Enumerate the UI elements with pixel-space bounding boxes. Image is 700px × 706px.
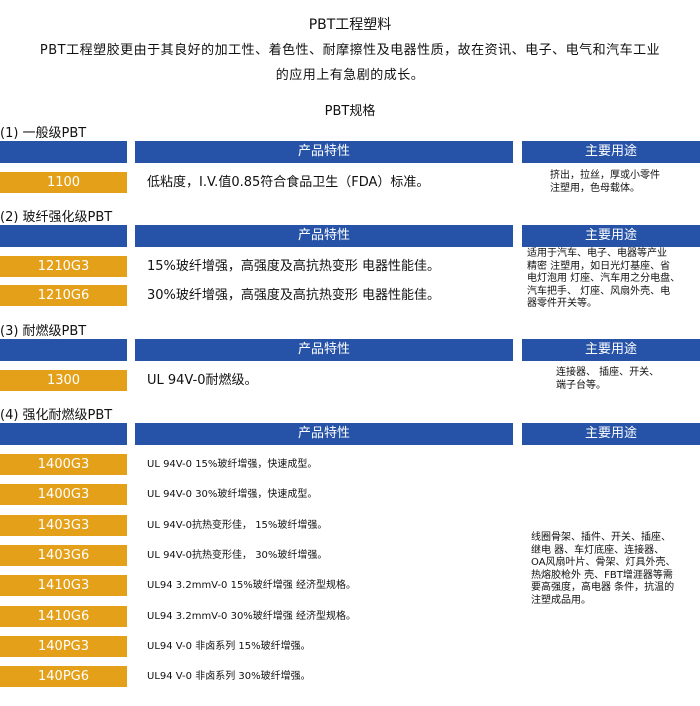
grade-cell: 1400G3	[0, 454, 127, 475]
property-text: 30%玻纤增强，高强度及高抗热变形 电器性能佳。	[147, 288, 441, 303]
usage-line: 器零件开关等。	[527, 298, 597, 309]
usage-line: 汽车把手、 灯座、风扇外壳、电	[527, 285, 671, 297]
grade-cell: 1403G6	[0, 544, 127, 566]
property-text: 低粘度，I.V.值0.85符合食品卫生（FDA）标准。	[147, 175, 430, 190]
property-text: UL94 3.2mmV-0 30%玻纤增强 经济型规格。	[147, 610, 356, 622]
usage-line: 要高强度，高电器 条件，抗温的	[531, 582, 675, 593]
usage-text: 适用于汽车、电子、电器等产业 精密 注塑用，如日光灯基座、省 电灯泡用 灯座、汽车用…	[527, 248, 680, 311]
usage-line: 连接器、 插座、开关、	[556, 367, 660, 378]
usage-line: 注塑成品用。	[531, 594, 591, 606]
usage-line: OA风扇叶片、骨架、灯具外壳、	[531, 557, 676, 568]
usage-line: 挤出，拉丝，厚或小零件	[550, 170, 660, 181]
header-cell	[0, 423, 127, 445]
property-text: UL 94V-0 30%玻纤增强，快速成型。	[147, 489, 318, 501]
grade-cell: 1410G3	[0, 575, 127, 597]
property-text: UL 94V-0耐燃级。	[147, 373, 258, 388]
usage-line: 继电 器、车灯底座、连接器、	[531, 544, 665, 556]
header-cell	[0, 225, 127, 247]
usage-line: 热熔胶枪外 壳、FBT增涯器等需	[531, 569, 673, 581]
usage-text: 线圈骨架、插件、开关、插座、 继电 器、车灯底座、连接器、 OA风扇叶片、骨架、灯具…	[531, 532, 676, 607]
property-text: UL 94V-0抗热变形佳， 30%玻纤增强。	[147, 549, 328, 561]
grade-cell: 140PG3	[0, 635, 127, 657]
intro: PBT工程塑胶更由于其良好的加工性、着色性、耐摩擦性及电器性质，故在资讯、电子、…	[0, 38, 700, 88]
intro-line: 的应用上有急剧的成长。	[275, 68, 425, 83]
column-header: 产品特性	[135, 225, 513, 247]
property-text: 15%玻纤增强，高强度及高抗热变形 电器性能佳。	[147, 259, 441, 274]
column-header: 主要用途	[522, 141, 700, 163]
property-text: UL94 V-0 非卤系列 15%玻纤增强。	[147, 640, 311, 652]
section-heading: (1) 一般级PBT	[0, 126, 87, 141]
usage-text: 连接器、 插座、开关、 端子台等。	[556, 367, 659, 392]
column-header: 产品特性	[135, 423, 513, 445]
grade-cell: 1403G3	[0, 514, 127, 536]
grade-cell: 1300	[0, 370, 127, 391]
column-header: 产品特性	[135, 141, 513, 163]
grade-cell: 1210G6	[0, 285, 127, 306]
column-header: 产品特性	[135, 339, 513, 361]
usage-line: 适用于汽车、电子、电器等产业	[527, 248, 667, 259]
grade-cell: 140PG6	[0, 666, 127, 688]
title: PBT工程塑料	[308, 17, 392, 33]
usage-line: 电灯泡用 灯座、汽车用之分电盘、	[527, 273, 681, 284]
usage-text: 挤出，拉丝，厚或小零件 注塑用，色母载体。	[550, 170, 660, 195]
property-text: UL94 V-0 非卤系列 30%玻纤增强。	[147, 671, 311, 683]
property-text: UL 94V-0抗热变形佳， 15%玻纤增强。	[147, 519, 328, 531]
usage-line: 端子台等。	[556, 379, 606, 391]
header-cell	[0, 339, 127, 361]
usage-line: 线圈骨架、插件、开关、插座、	[531, 532, 671, 543]
column-header: 主要用途	[522, 339, 700, 361]
intro-line: PBT工程塑胶更由于其良好的加工性、着色性、耐摩擦性及电器性质，故在资讯、电子、…	[39, 43, 661, 58]
section-heading: (4) 强化耐燃级PBT	[0, 408, 113, 423]
column-header: 主要用途	[522, 423, 700, 445]
usage-line: 精密 注塑用，如日光灯基座、省	[527, 260, 671, 272]
grade-cell: 1410G6	[0, 605, 127, 627]
spec-title: PBT规格	[324, 104, 376, 119]
grade-cell: 1400G3	[0, 484, 127, 506]
column-header: 主要用途	[522, 225, 700, 247]
section-heading: (2) 玻纤强化级PBT	[0, 210, 113, 225]
grade-cell: 1100	[0, 172, 127, 193]
property-text: UL 94V-0 15%玻纤增强，快速成型。	[147, 459, 318, 470]
usage-line: 注塑用，色母载体。	[550, 182, 640, 194]
header-cell	[0, 141, 127, 163]
grade-cell: 1210G3	[0, 256, 127, 277]
property-text: UL94 3.2mmV-0 15%玻纤增强 经济型规格。	[147, 580, 356, 592]
section-heading: (3) 耐燃级PBT	[0, 324, 87, 339]
